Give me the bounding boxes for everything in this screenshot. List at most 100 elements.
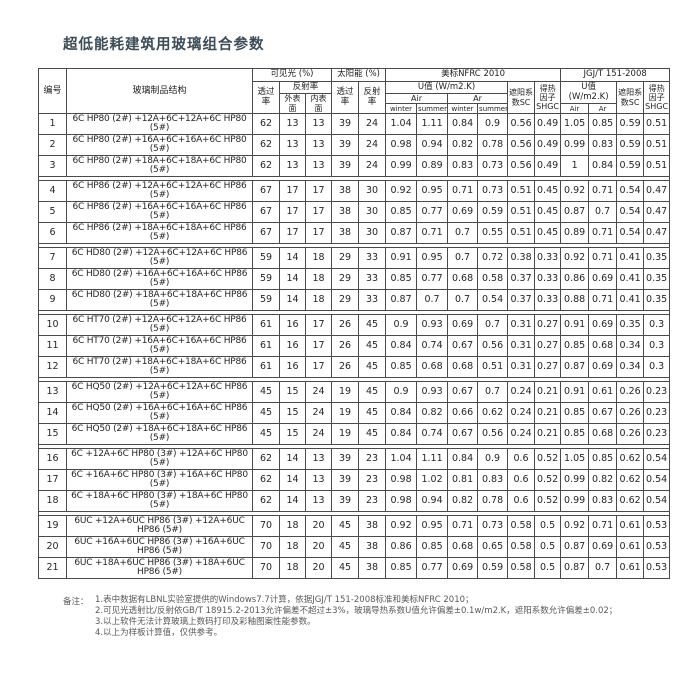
value-cell: 0.41: [616, 268, 645, 291]
value-cell: 0.7: [416, 289, 449, 312]
value-cell: 45: [331, 536, 360, 559]
value-cell: 0.59: [616, 134, 645, 157]
value-cell: 0.67: [447, 335, 479, 358]
value-cell: 0.69: [447, 314, 479, 337]
value-cell: 20: [304, 515, 333, 538]
value-cell: 0.9: [477, 113, 509, 136]
value-cell: 33: [358, 247, 387, 270]
value-cell: 0.85: [385, 356, 418, 379]
row-number-cell: 16: [38, 448, 67, 471]
value-cell: 0.47: [643, 222, 671, 245]
value-cell: 33: [358, 289, 387, 312]
value-cell: 62: [252, 448, 280, 471]
value-cell: 70: [252, 557, 280, 580]
value-cell: 45: [358, 402, 387, 425]
row-number-cell: 18: [38, 490, 67, 513]
header-nfrc-uvalue: U值 (W/m2.K): [385, 81, 509, 94]
value-cell: 0.67: [447, 381, 479, 404]
value-cell: 62: [252, 490, 280, 513]
value-cell: 39: [331, 134, 360, 157]
value-cell: 0.53: [643, 515, 671, 538]
value-cell: 0.35: [643, 247, 671, 270]
table-row: 18 6C +18A+6C HP80 (3#) +18A+6C HP80 (5#)…: [38, 490, 671, 513]
note-line: 1.表中数据有LBNL实验室提供的Windows7.7计算，依据JGJ/T 15…: [95, 595, 474, 605]
value-cell: 0.56: [507, 155, 536, 178]
value-cell: 18: [279, 557, 306, 580]
value-cell: 15: [279, 381, 306, 404]
value-cell: 0.51: [507, 222, 536, 245]
group-spacer: [37, 511, 671, 516]
value-cell: 0.54: [477, 289, 509, 312]
value-cell: 17: [304, 335, 333, 358]
value-cell: 0.35: [643, 268, 671, 291]
header-no: 编号: [38, 67, 67, 115]
value-cell: 0.69: [588, 356, 618, 379]
value-cell: 0.94: [416, 134, 449, 157]
structure-cell: 6C HQ50 (2#) +16A+6C+16A+6C HP86 (5#): [66, 402, 253, 425]
group-spacer: [37, 176, 671, 181]
table-row: 13 6C HQ50 (2#) +12A+6C+12A+6C HP86 (5#) 4…: [38, 381, 671, 404]
value-cell: 0.99: [560, 469, 590, 492]
value-cell: 0.31: [507, 335, 536, 358]
value-cell: 0.33: [534, 289, 562, 312]
table-row: 2 6C HP80 (2#) +16A+6C+16A+6C HP80 (5#) 62…: [38, 134, 671, 157]
value-cell: 30: [358, 222, 387, 245]
value-cell: 30: [358, 180, 387, 203]
value-cell: 14: [279, 247, 306, 270]
row-number-cell: 17: [38, 469, 67, 492]
value-cell: 0.49: [534, 134, 562, 157]
value-cell: 18: [304, 268, 333, 291]
value-cell: 39: [331, 469, 360, 492]
value-cell: 61: [252, 335, 280, 358]
value-cell: 13: [304, 469, 333, 492]
value-cell: 0.23: [643, 402, 671, 425]
value-cell: 0.87: [560, 356, 590, 379]
value-cell: 23: [358, 448, 387, 471]
table-row: 14 6C HQ50 (2#) +16A+6C+16A+6C HP86 (5#) 4…: [38, 402, 671, 425]
value-cell: 0.27: [534, 356, 562, 379]
value-cell: 0.82: [447, 134, 479, 157]
value-cell: 24: [358, 155, 387, 178]
value-cell: 17: [304, 180, 333, 203]
value-cell: 1.11: [416, 113, 449, 136]
value-cell: 0.84: [385, 402, 418, 425]
value-cell: 0.92: [560, 180, 590, 203]
value-cell: 0.41: [616, 289, 645, 312]
value-cell: 13: [304, 113, 333, 136]
value-cell: 0.5: [534, 515, 562, 538]
group-spacer: [37, 444, 671, 449]
value-cell: 62: [252, 134, 280, 157]
structure-cell: 6C HP80 (2#) +12A+6C+12A+6C HP80 (5#): [66, 113, 253, 136]
value-cell: 19: [331, 381, 360, 404]
value-cell: 0.78: [477, 490, 509, 513]
structure-cell: 6C HD80 (2#) +12A+6C+12A+6C HP86 (5#): [66, 247, 253, 270]
value-cell: 0.59: [477, 557, 509, 580]
value-cell: 0.26: [616, 423, 645, 446]
value-cell: 0.54: [616, 222, 645, 245]
page-title: 超低能耗建筑用玻璃组合参数: [63, 37, 265, 53]
value-cell: 0.53: [643, 557, 671, 580]
value-cell: 0.47: [643, 180, 671, 203]
value-cell: 26: [331, 335, 360, 358]
value-cell: 0.81: [447, 469, 479, 492]
value-cell: 0.93: [416, 381, 449, 404]
value-cell: 61: [252, 356, 280, 379]
value-cell: 0.37: [507, 289, 536, 312]
value-cell: 0.45: [534, 222, 562, 245]
value-cell: 0.82: [447, 490, 479, 513]
value-cell: 18: [304, 289, 333, 312]
value-cell: 0.65: [477, 536, 509, 559]
value-cell: 1.05: [560, 113, 590, 136]
table-row: 15 6C HQ50 (2#) +18A+6C+18A+6C HP86 (5#) 4…: [38, 423, 671, 446]
value-cell: 38: [331, 222, 360, 245]
group-spacer: [37, 243, 671, 248]
value-cell: 0.7: [447, 289, 479, 312]
value-cell: 0.6: [507, 448, 536, 471]
value-cell: 23: [358, 490, 387, 513]
header-jgj-shgc: 得热因子SHGC: [643, 80, 671, 115]
value-cell: 0.69: [588, 536, 618, 559]
value-cell: 0.87: [560, 557, 590, 580]
value-cell: 0.86: [385, 536, 418, 559]
value-cell: 0.54: [616, 180, 645, 203]
value-cell: 13: [304, 448, 333, 471]
